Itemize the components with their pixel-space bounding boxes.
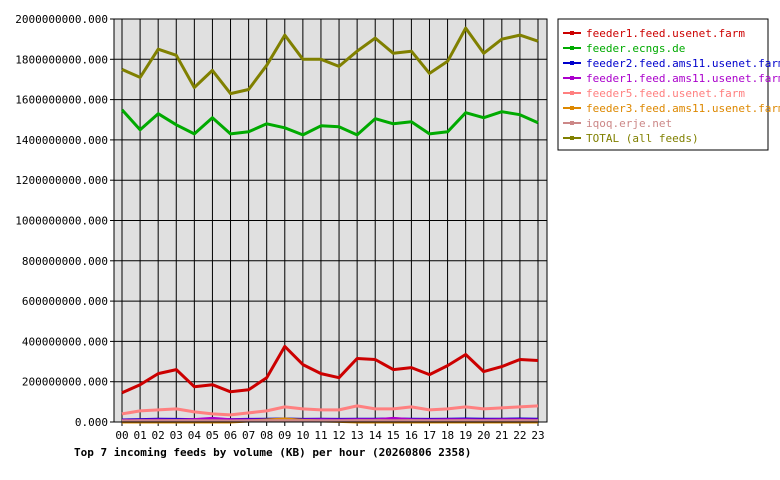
y-tick-label: 1200000000.000 [15,174,108,187]
x-tick-label: 21 [495,429,508,442]
legend-label: feeder.ecngs.de [586,42,685,55]
x-tick-label: 06 [224,429,237,442]
series-line-feeder5-feed-usenet-farm [121,404,539,417]
legend-marker [570,106,574,110]
legend-label: feeder1.feed.ams11.usenet.farm [586,72,780,85]
legend-marker [570,121,574,125]
x-tick-label: 09 [278,429,291,442]
x-tick-label: 11 [314,429,327,442]
y-tick-label: 0.000 [75,416,108,429]
plot-border [113,18,548,423]
legend-marker [570,91,574,95]
y-tick-label: 600000000.000 [22,295,108,308]
y-tick-label: 200000000.000 [22,376,108,389]
legend-label: TOTAL (all feeds) [586,132,699,145]
legend-label: feeder3.feed.ams11.usenet.farm [586,102,780,115]
legend-marker [570,136,574,140]
y-tick-label: 400000000.000 [22,335,108,348]
x-tick-label: 00 [115,429,128,442]
series-line-feeder1-feed-usenet-farm [121,344,539,395]
legend-label: feeder2.feed.ams11.usenet.farm [586,57,780,70]
x-tick-label: 19 [459,429,472,442]
x-tick-label: 12 [332,429,345,442]
x-tick-label: 17 [423,429,436,442]
x-tick-label: 10 [296,429,309,442]
legend-label: iqoq.erje.net [586,117,672,130]
legend-box [557,18,769,151]
x-tick-label: 22 [513,429,526,442]
legend-label: feeder5.feed.usenet.farm [586,87,745,100]
legend-marker [570,61,574,65]
x-tick-label: 16 [405,429,418,442]
x-tick-label: 03 [170,429,183,442]
x-tick-label: 08 [260,429,273,442]
x-tick-label: 13 [351,429,364,442]
series-line-feeder-ecngs-de [120,108,539,137]
y-tick-label: 1800000000.000 [15,53,108,66]
y-tick-label: 1000000000.000 [15,215,108,228]
x-tick-label: 07 [242,429,255,442]
x-tick-label: 20 [477,429,490,442]
legend-marker [570,46,574,50]
x-tick-label: 23 [531,429,544,442]
x-axis-ticks: 00 01 02 03 04 05 06 07 08 09 10 11 12 13 14 15 16 17 18 19… [115,422,545,442]
x-tick-label: 04 [188,429,202,442]
x-tick-label: 15 [387,429,400,442]
x-tick-label: 18 [441,429,454,442]
y-tick-label: 1400000000.000 [15,134,108,147]
y-tick-label: 2000000000.000 [15,13,108,26]
legend-marker [570,76,574,80]
x-tick-label: 14 [369,429,383,442]
legend-marker [570,31,574,35]
x-tick-label: 05 [206,429,219,442]
y-tick-label: 1600000000.000 [15,94,108,107]
legend-label: feeder1.feed.usenet.farm [586,27,745,40]
series-line-total-all-feeds- [121,26,539,96]
chart-title: Top 7 incoming feeds by volume (KB) per … [74,446,471,459]
legend: feeder1.feed.usenet.farm feeder.ecngs.de f… [557,18,780,151]
y-axis-ticks: 0.000 200000000.000 400000000.000 600000000… [15,13,114,429]
y-tick-label: 800000000.000 [22,255,108,268]
x-tick-label: 02 [152,429,165,442]
x-tick-label: 01 [133,429,146,442]
